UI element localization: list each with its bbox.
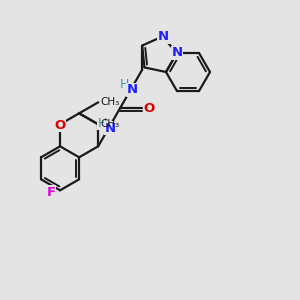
- Text: H: H: [98, 117, 107, 130]
- Text: N: N: [127, 83, 138, 96]
- Text: N: N: [105, 122, 116, 135]
- Text: N: N: [158, 30, 169, 43]
- Text: CH₃: CH₃: [100, 119, 119, 129]
- Text: F: F: [46, 186, 56, 199]
- Text: N: N: [171, 46, 183, 59]
- Text: O: O: [55, 119, 66, 132]
- Text: CH₃: CH₃: [100, 97, 119, 107]
- Text: O: O: [144, 101, 155, 115]
- Text: H: H: [119, 78, 129, 92]
